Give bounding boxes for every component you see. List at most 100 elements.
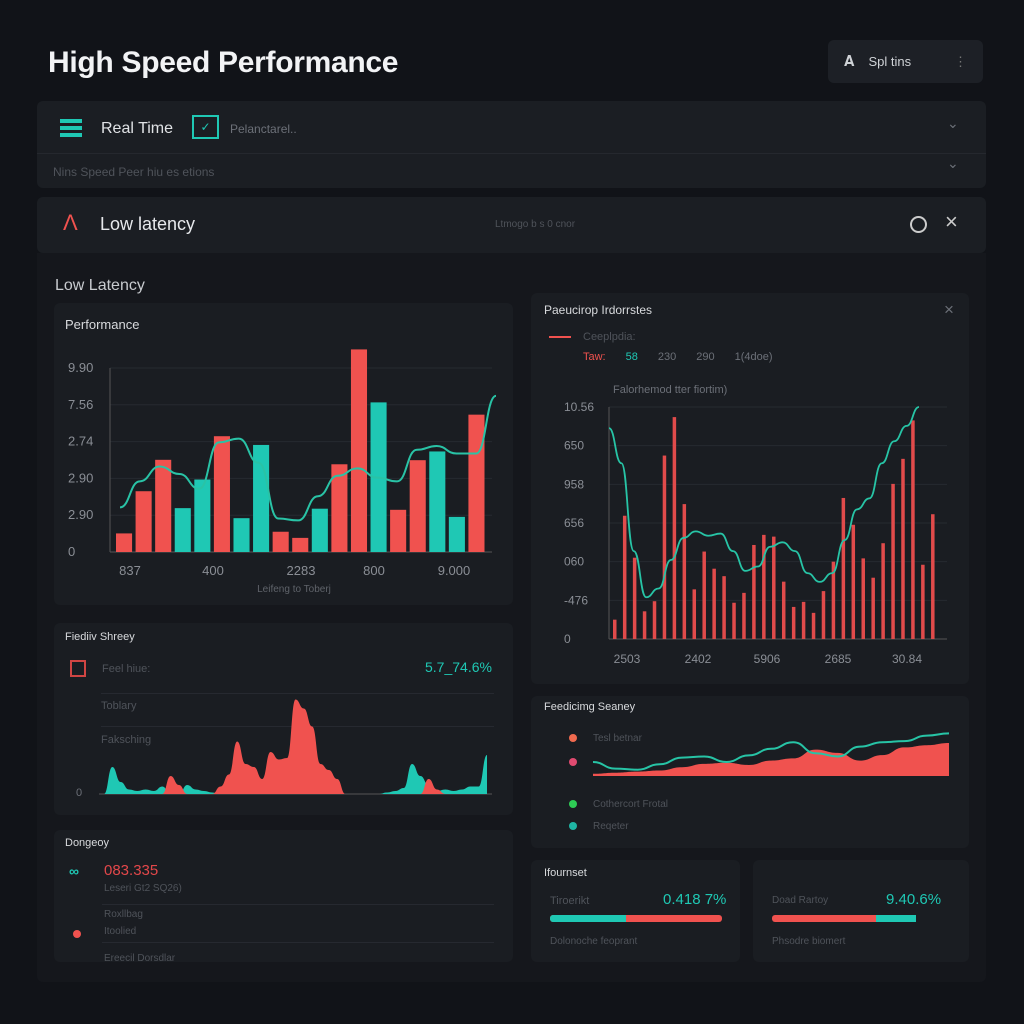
bar [871, 577, 875, 639]
red-area [593, 743, 949, 776]
bar [331, 464, 348, 552]
bar [672, 417, 677, 639]
y-tick: 0 [76, 787, 83, 799]
divider [102, 904, 494, 905]
bar [652, 601, 657, 639]
status-dot [73, 930, 81, 938]
y-tick-label: 958 [564, 477, 584, 491]
speed-area-chart [99, 699, 492, 795]
bar [272, 531, 289, 552]
card-title: Performance [65, 317, 140, 332]
y-tick-label: 2.90 [68, 470, 93, 485]
dongey-card: Dongeoy ∞ 083.335 Leseri Gt2 SQ26) Roxll… [54, 830, 513, 962]
bar [851, 524, 856, 639]
performance-card: Performance 0 2.90 2.90 2.74 7.56 9.90 837 400 2… [54, 303, 513, 605]
latency-title: Low latency [100, 214, 196, 234]
bar [821, 591, 826, 639]
bar [213, 436, 230, 552]
row-label: Toblary [101, 700, 137, 712]
legend-swatch [549, 336, 571, 338]
latency-center-text[interactable]: Ltmogo b s 0 cnor [495, 219, 576, 230]
teal-area [104, 755, 487, 794]
legend-label: Reqeter [593, 821, 629, 832]
close-icon[interactable]: × [944, 300, 954, 319]
bar [722, 576, 726, 639]
legend-dot [569, 800, 577, 808]
bar [155, 459, 172, 552]
trend-line [592, 732, 950, 771]
bar [801, 601, 806, 639]
x-tick-label: 30.84 [892, 652, 922, 666]
dongey-value: 083.335 [104, 862, 159, 879]
subrow-text: Nins Speed Peer hiu es etions [53, 165, 215, 179]
x-tick-label: 2402 [685, 652, 712, 666]
kpi-value: 9.40.6% [886, 891, 942, 908]
y-tick-label: 0 [564, 632, 571, 646]
bar [891, 483, 895, 639]
legend-value: Taw: [583, 351, 606, 363]
bar [831, 561, 836, 639]
bar [409, 460, 426, 552]
progress-bar [550, 915, 722, 922]
feeding-card: Feedicimg Seaney Tesl betnar Cothercort … [531, 696, 969, 848]
bar [772, 536, 776, 639]
divider [102, 942, 494, 943]
y-tick-label: 2.74 [68, 434, 93, 449]
kpi-value: 5.7_74.6% [425, 659, 492, 675]
dropdown-label[interactable]: Pelanctarel.. [230, 122, 297, 136]
x-axis-label: Leifeng to Toberj [257, 584, 331, 595]
requests-card: Paeucirop Irdorrstes × Ceeplpdia: Taw: 5… [531, 293, 969, 684]
trend-line [608, 406, 920, 599]
close-icon[interactable]: × [945, 209, 958, 234]
row-label: Itoolied [104, 926, 137, 937]
bar [662, 455, 667, 639]
x-tick-label: 400 [202, 563, 224, 578]
trend-line [119, 394, 497, 522]
legend-value: 1(4doe) [734, 351, 773, 363]
y-tick-label: 0 [68, 544, 75, 559]
user-menu-button[interactable]: 𝐀 Spl tins ⋮ [828, 40, 983, 83]
user-icon: 𝐀 [844, 53, 855, 70]
bar [692, 589, 697, 639]
bar [448, 516, 465, 552]
bar [732, 602, 736, 639]
more-vertical-icon[interactable]: ⋮ [954, 53, 967, 69]
y-tick-label: 656 [564, 516, 584, 530]
x-tick-label: 5906 [754, 652, 781, 666]
bar [762, 534, 766, 639]
bar [811, 612, 816, 639]
square-icon [70, 660, 86, 677]
bar [468, 414, 485, 552]
legend-value: 230 [657, 351, 677, 363]
check-icon[interactable]: ✓ [192, 115, 219, 139]
row-label: Ereecil Dorsdlar [104, 953, 176, 962]
card-title: Paeucirop Irdorrstes [544, 303, 653, 317]
card-title: Dongeoy [65, 837, 110, 849]
kpi-card-right: Doad Rartoy 9.40.6% Phsodre biomert [753, 860, 969, 962]
caret-up-icon: Λ [63, 210, 78, 235]
dongey-subtext: Leseri Gt2 SQ26) [104, 883, 182, 894]
bar [194, 479, 211, 552]
y-tick-label: 7.56 [68, 397, 93, 412]
bar [116, 533, 133, 552]
performance-chart: 0 2.90 2.90 2.74 7.56 9.90 837 400 2283 800 9.000 L… [68, 349, 497, 595]
y-tick-label: 060 [564, 555, 584, 569]
chart-subtitle: Falorhemod tter fiortim) [613, 384, 728, 396]
row-label: Roxllbag [104, 909, 143, 920]
kpi-caption: Dolonoche feoprant [550, 936, 638, 947]
bar [881, 543, 885, 639]
chevron-down-icon[interactable]: ⌄ [947, 155, 959, 171]
latency-bar: Λ Low latency Ltmogo b s 0 cnor × [37, 197, 986, 253]
bar [752, 544, 756, 639]
legend-dot [569, 758, 577, 766]
bar [613, 619, 617, 639]
row-label: Faksching [101, 734, 152, 746]
bar [642, 611, 647, 639]
realtime-label: Real Time [101, 120, 174, 137]
legend-dot [569, 734, 577, 742]
bar [712, 568, 716, 639]
search-icon[interactable] [910, 216, 927, 233]
chevron-down-icon[interactable]: ⌄ [947, 115, 959, 131]
menu-icon[interactable] [60, 119, 82, 137]
requests-chart: 0 -476 060 656 958 650 10.56 2503 2402 5906 2685 30… [564, 400, 947, 666]
